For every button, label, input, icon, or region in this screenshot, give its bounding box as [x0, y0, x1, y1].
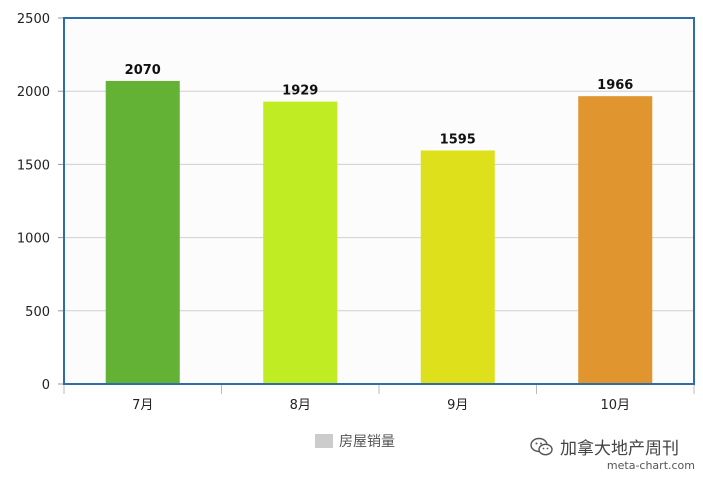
credit-text: meta-chart.com [606, 459, 695, 472]
bar [420, 150, 495, 384]
bar [263, 101, 338, 385]
y-tick-label: 1500 [17, 158, 50, 173]
bar [105, 80, 180, 385]
legend: 房屋销量 [315, 431, 395, 451]
y-tick-label: 2000 [17, 85, 50, 100]
x-tick-label: 9月 [447, 398, 468, 413]
data-label: 1595 [440, 132, 476, 147]
legend-swatch [315, 434, 333, 448]
x-tick-label: 8月 [290, 398, 311, 413]
y-tick-label: 1000 [17, 232, 50, 247]
data-label: 1966 [597, 78, 633, 93]
watermark: 加拿大地产周刊 [530, 434, 679, 459]
y-tick-label: 500 [25, 305, 50, 320]
x-tick-label: 7月 [132, 398, 153, 413]
y-tick-label: 0 [42, 378, 50, 393]
bar [578, 96, 653, 384]
wechat-icon [530, 437, 553, 455]
x-tick-label: 10月 [600, 398, 630, 413]
plot-frame [63, 17, 695, 385]
data-label: 1929 [282, 84, 318, 99]
y-tick-label: 2500 [17, 12, 50, 27]
data-label: 2070 [125, 63, 161, 78]
watermark-text: 加拿大地产周刊 [560, 439, 679, 459]
legend-label: 房屋销量 [339, 434, 395, 450]
